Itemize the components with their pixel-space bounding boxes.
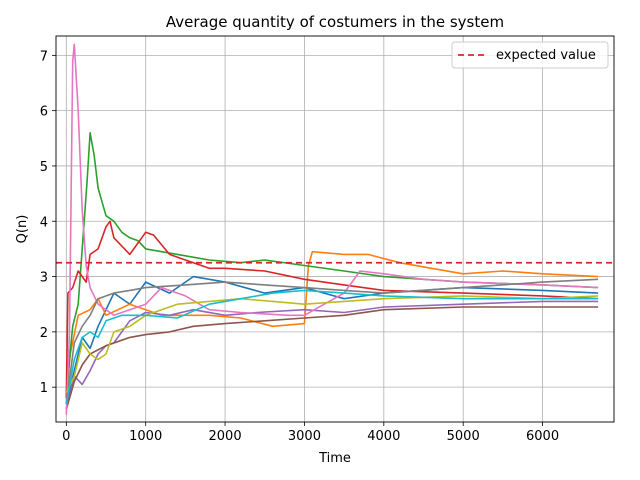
plot-background <box>56 36 614 422</box>
series-line-5 <box>65 300 599 410</box>
x-tick-label: 4000 <box>367 429 400 444</box>
y-tick-label: 6 <box>40 105 48 120</box>
y-tick-label: 7 <box>40 49 48 64</box>
y-tick-label: 3 <box>40 271 48 286</box>
y-axis-label: Q(n) <box>15 215 30 244</box>
series-line-2 <box>65 250 599 393</box>
x-tick-label: 1000 <box>129 429 162 444</box>
x-axis-label: Time <box>318 451 351 466</box>
series-line-8 <box>65 278 599 404</box>
y-tick-label: 4 <box>40 215 48 230</box>
legend: expected value <box>451 41 609 69</box>
y-tick-label: 1 <box>40 381 48 396</box>
plot-frame <box>55 35 615 423</box>
x-tick-label: 6000 <box>526 429 559 444</box>
y-tick-label: 2 <box>40 326 48 341</box>
x-tick-label: 2000 <box>209 429 242 444</box>
axis-ticks: 0 1000 2000 3000 4000 5000 6000 1 2 3 4 5 6 7 <box>40 49 559 444</box>
y-tick-label: 5 <box>40 160 48 175</box>
legend-entry: expected value <box>496 48 596 63</box>
legend-box <box>451 41 609 69</box>
x-tick-label: 0 <box>62 429 70 444</box>
series-line-9 <box>65 295 599 394</box>
series-line-7 <box>65 43 599 415</box>
series-line-4 <box>65 220 599 399</box>
series-line-10 <box>65 289 599 404</box>
x-tick-label: 3000 <box>288 429 321 444</box>
series-lines <box>65 43 599 415</box>
series-line-3 <box>65 132 599 404</box>
series-line-6 <box>65 306 599 410</box>
x-tick-label: 5000 <box>447 429 480 444</box>
chart-title: Average quantity of costumers in the sys… <box>166 13 504 31</box>
